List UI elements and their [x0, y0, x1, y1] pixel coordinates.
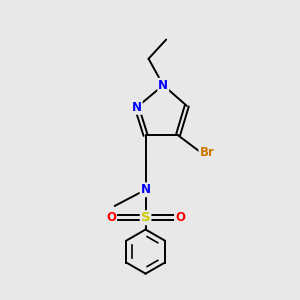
Text: N: N	[141, 183, 151, 196]
Text: N: N	[132, 101, 142, 114]
Text: Br: Br	[200, 146, 214, 159]
Text: O: O	[175, 211, 185, 224]
Text: S: S	[141, 211, 150, 224]
Text: N: N	[158, 79, 168, 92]
Text: O: O	[106, 211, 116, 224]
